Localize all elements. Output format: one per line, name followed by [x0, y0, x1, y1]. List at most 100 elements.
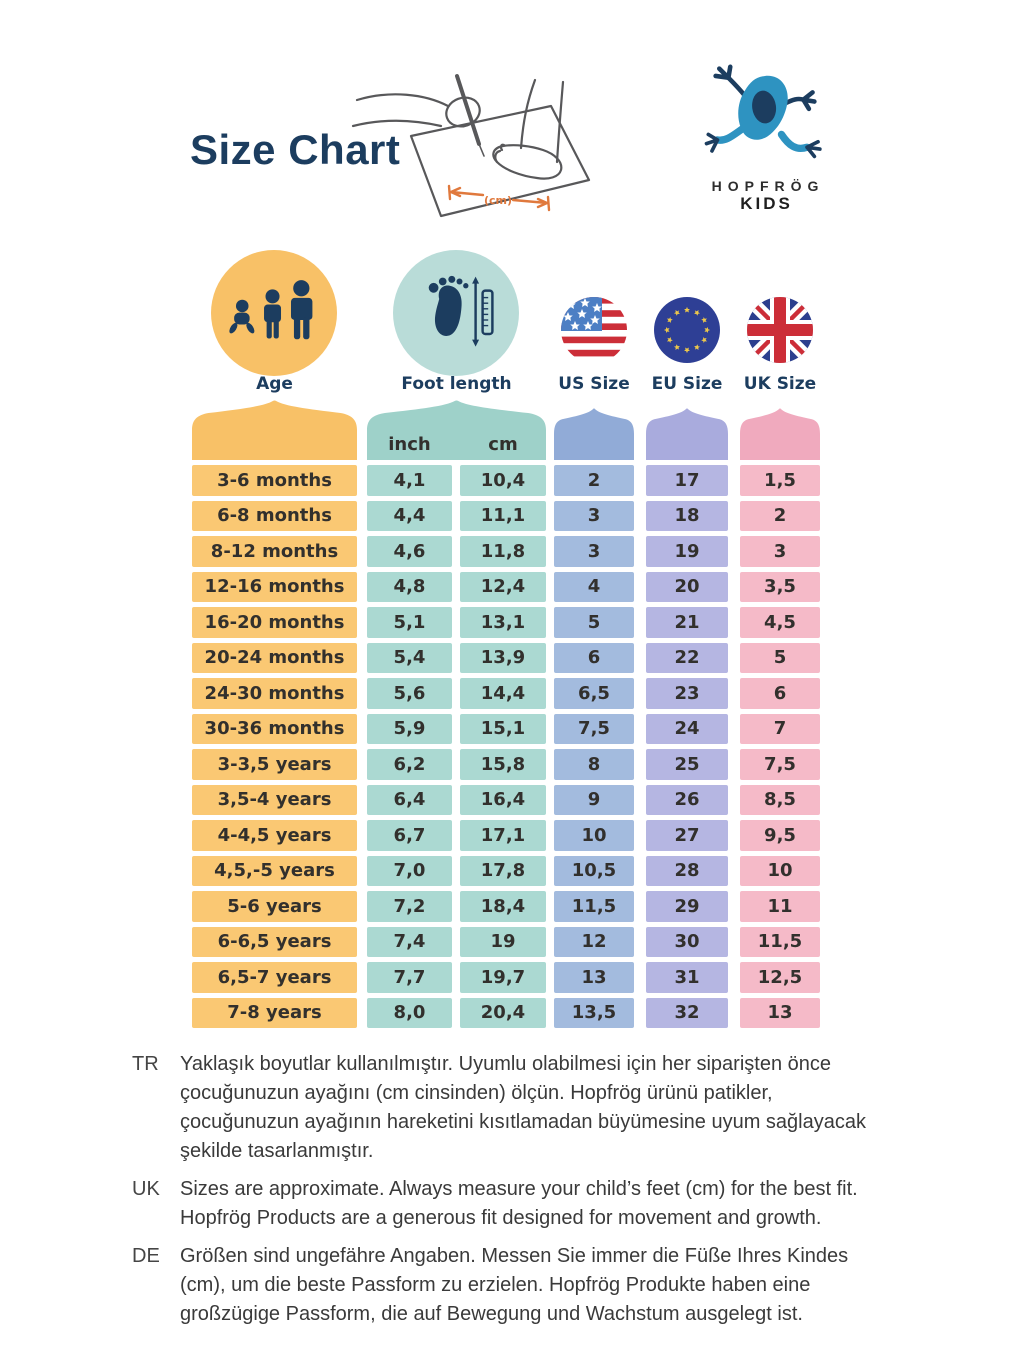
cell-us: 9	[554, 784, 634, 815]
cell-inch: 4,6	[367, 536, 452, 567]
hand-fist	[445, 96, 481, 128]
cell-inch: 8,0	[367, 997, 452, 1028]
table-row: 3-3,5 years 6,2 15,8 8 25 7,5	[192, 749, 832, 780]
cell-us: 6	[554, 642, 634, 673]
cell-us: 7,5	[554, 713, 634, 744]
cell-cm: 17,8	[460, 855, 546, 886]
table-row: 24-30 months 5,6 14,4 6,5 23 6	[192, 678, 832, 709]
cell-cm: 18,4	[460, 891, 546, 922]
cell-inch: 7,7	[367, 962, 452, 993]
cell-eu: 27	[646, 820, 728, 851]
brand-logo: HOPFRÖG KIDS	[690, 62, 840, 214]
cell-age: 7-8 years	[192, 997, 357, 1028]
cell-cm: 16,4	[460, 784, 546, 815]
cell-age: 4-4,5 years	[192, 820, 357, 851]
cell-inch: 7,0	[367, 855, 452, 886]
arm-lines	[351, 93, 450, 128]
family-icon	[229, 280, 313, 340]
cell-inch: 5,1	[367, 607, 452, 638]
cell-uk: 7,5	[740, 749, 820, 780]
cell-age: 30-36 months	[192, 713, 357, 744]
cell-uk: 2	[740, 500, 820, 531]
table-row: 8-12 months 4,6 11,8 3 19 3	[192, 536, 832, 567]
note-lang-code: DE	[132, 1245, 160, 1267]
foot-length-icon-circle	[393, 250, 519, 376]
brand-name: HOPFRÖG	[711, 178, 825, 194]
table-row: 20-24 months 5,4 13,9 6 22 5	[192, 642, 832, 673]
cell-us: 4	[554, 571, 634, 602]
cell-cm: 10,4	[460, 465, 546, 496]
cell-cm: 13,1	[460, 607, 546, 638]
pencil-tip	[478, 143, 485, 157]
cell-eu: 17	[646, 465, 728, 496]
note-lang-code: TR	[132, 1053, 159, 1075]
cell-us: 3	[554, 536, 634, 567]
cell-us: 11,5	[554, 891, 634, 922]
cell-cm: 13,9	[460, 642, 546, 673]
column-label-age: Age	[256, 374, 293, 394]
footer-notes: TR Yaklaşık boyutlar kullanılmıştır. Uyu…	[132, 1050, 912, 1338]
cell-eu: 32	[646, 997, 728, 1028]
cell-us: 13	[554, 962, 634, 993]
cell-eu: 19	[646, 536, 728, 567]
cell-cm: 15,8	[460, 749, 546, 780]
cell-us: 12	[554, 926, 634, 957]
cell-eu: 31	[646, 962, 728, 993]
column-label-uk-size: UK Size	[743, 374, 817, 394]
cell-cm: 17,1	[460, 820, 546, 851]
cell-eu: 22	[646, 642, 728, 673]
column-label-us-size: US Size	[558, 374, 630, 394]
note-de: DE Größen sind ungefähre Angaben. Messen…	[132, 1242, 912, 1329]
cell-inch: 4,1	[367, 465, 452, 496]
cm-subheader: cm	[488, 434, 518, 455]
cell-cm: 11,1	[460, 500, 546, 531]
cell-uk: 3,5	[740, 571, 820, 602]
cell-age: 24-30 months	[192, 678, 357, 709]
leg-lines	[519, 78, 565, 164]
cell-us: 5	[554, 607, 634, 638]
cell-inch: 7,2	[367, 891, 452, 922]
note-uk: UK Sizes are approximate. Always measure…	[132, 1175, 912, 1233]
footprint-ruler-icon	[428, 275, 494, 347]
cell-eu: 20	[646, 571, 728, 602]
column-label-foot-length: Foot length	[401, 374, 512, 394]
cell-inch: 7,4	[367, 926, 452, 957]
page-title: Size Chart	[190, 126, 401, 173]
cell-uk: 6	[740, 678, 820, 709]
age-icon-circle	[211, 250, 337, 376]
column-label-eu-size: EU Size	[651, 374, 723, 394]
foot-length-column-arch: inch cm	[367, 400, 546, 460]
cell-inch: 6,2	[367, 749, 452, 780]
cell-us: 10	[554, 820, 634, 851]
cell-eu: 25	[646, 749, 728, 780]
eu-flag-icon	[654, 297, 720, 363]
cm-label: (cm)	[484, 194, 512, 207]
cell-uk: 1,5	[740, 465, 820, 496]
table-row: 4,5,-5 years 7,0 17,8 10,5 28 10	[192, 855, 832, 886]
eu-column-arch	[646, 408, 728, 460]
cell-age: 6-8 months	[192, 500, 357, 531]
cell-us: 3	[554, 500, 634, 531]
cell-eu: 29	[646, 891, 728, 922]
cell-inch: 6,4	[367, 784, 452, 815]
table-row: 4-4,5 years 6,7 17,1 10 27 9,5	[192, 820, 832, 851]
table-row: 30-36 months 5,9 15,1 7,5 24 7	[192, 713, 832, 744]
table-row: 16-20 months 5,1 13,1 5 21 4,5	[192, 607, 832, 638]
cell-age: 8-12 months	[192, 536, 357, 567]
cell-uk: 4,5	[740, 607, 820, 638]
note-tr: TR Yaklaşık boyutlar kullanılmıştır. Uyu…	[132, 1050, 912, 1166]
cell-cm: 11,8	[460, 536, 546, 567]
cell-eu: 23	[646, 678, 728, 709]
cell-inch: 4,8	[367, 571, 452, 602]
cell-cm: 19	[460, 926, 546, 957]
cell-age: 6,5-7 years	[192, 962, 357, 993]
cell-uk: 11	[740, 891, 820, 922]
cell-eu: 30	[646, 926, 728, 957]
cell-age: 20-24 months	[192, 642, 357, 673]
cell-inch: 5,6	[367, 678, 452, 709]
table-row: 12-16 months 4,8 12,4 4 20 3,5	[192, 571, 832, 602]
table-row: 5-6 years 7,2 18,4 11,5 29 11	[192, 891, 832, 922]
cell-uk: 7	[740, 713, 820, 744]
cell-eu: 21	[646, 607, 728, 638]
